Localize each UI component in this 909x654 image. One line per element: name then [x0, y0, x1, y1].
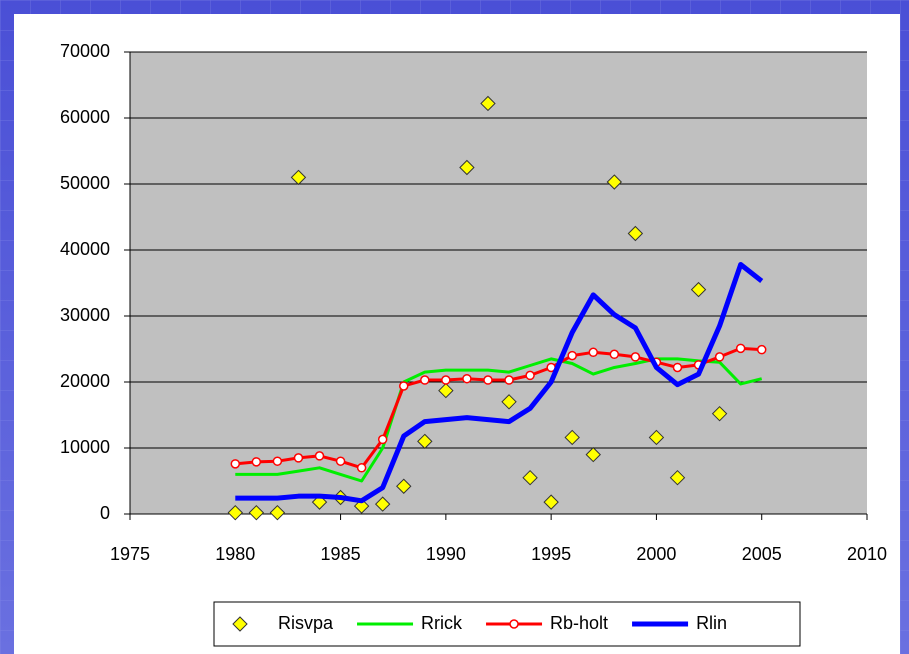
series-line — [235, 357, 763, 483]
circle-marker — [567, 350, 577, 361]
circle-marker — [588, 347, 599, 358]
x-tick-label: 2005 — [742, 544, 782, 564]
x-tick-label: 1995 — [531, 544, 571, 564]
circle-marker — [735, 343, 746, 354]
diamond-marker — [585, 446, 601, 463]
diamond-marker — [564, 429, 580, 446]
circle-marker — [483, 375, 493, 385]
diamond-marker — [648, 429, 665, 446]
y-tick-label: 40000 — [60, 239, 110, 259]
circle-marker — [525, 370, 535, 381]
x-tick-label: 1985 — [321, 544, 361, 564]
legend-label: Rrick — [421, 613, 463, 633]
legend-label: Rb-holt — [550, 613, 608, 633]
x-tick-label: 2010 — [847, 544, 887, 564]
diamond-marker — [690, 281, 707, 298]
circle-marker — [356, 463, 367, 473]
diamond-marker — [417, 433, 433, 450]
diamond-marker — [232, 616, 248, 632]
circle-marker — [630, 352, 641, 362]
x-tick-label: 1990 — [426, 544, 466, 564]
diamond-marker — [501, 394, 517, 410]
circle-marker — [293, 453, 304, 463]
x-tick-label: 1975 — [110, 544, 150, 564]
y-tick-label: 0 — [100, 503, 110, 523]
circle-marker — [504, 375, 514, 385]
circle-marker — [335, 456, 346, 466]
diamond-marker — [669, 469, 686, 486]
x-tick-label: 2000 — [636, 544, 676, 564]
circle-marker — [672, 362, 683, 373]
diamond-marker — [543, 494, 559, 510]
diamond-marker — [227, 504, 243, 521]
legend-label: Risvpa — [278, 613, 334, 633]
y-tick-label: 70000 — [60, 41, 110, 61]
diamond-marker — [480, 95, 496, 112]
y-tick-label: 50000 — [60, 173, 110, 193]
y-tick-label: 20000 — [60, 371, 110, 391]
diamond-marker — [606, 174, 623, 190]
series-line — [235, 262, 764, 504]
diamond-marker — [269, 504, 286, 521]
diamond-marker — [374, 496, 391, 512]
diamond-marker — [438, 382, 454, 399]
y-tick-label: 10000 — [60, 437, 110, 457]
circle-marker — [377, 434, 388, 445]
circle-marker — [272, 456, 283, 466]
x-tick-label: 1980 — [215, 544, 255, 564]
circle-marker — [441, 375, 451, 385]
circle-marker — [714, 352, 725, 362]
circle-marker — [398, 381, 409, 391]
diamond-marker — [396, 478, 412, 494]
diamond-marker — [290, 169, 307, 186]
diamond-marker — [627, 225, 644, 242]
circle-marker — [251, 457, 262, 467]
circle-marker — [420, 375, 430, 385]
circle-marker — [462, 373, 472, 384]
diamond-marker — [248, 504, 265, 521]
y-tick-label: 60000 — [60, 107, 110, 127]
y-tick-label: 30000 — [60, 305, 110, 325]
circle-marker — [609, 349, 620, 360]
legend-label: Rlin — [696, 613, 727, 633]
legend-box — [213, 601, 801, 647]
circle-marker — [509, 619, 519, 629]
plot-area — [130, 52, 867, 514]
diamond-marker — [459, 159, 475, 176]
circle-marker — [756, 344, 767, 355]
circle-marker — [230, 459, 241, 469]
diamond-marker — [711, 405, 728, 422]
diamond-marker — [522, 469, 538, 486]
circle-marker — [314, 451, 325, 461]
